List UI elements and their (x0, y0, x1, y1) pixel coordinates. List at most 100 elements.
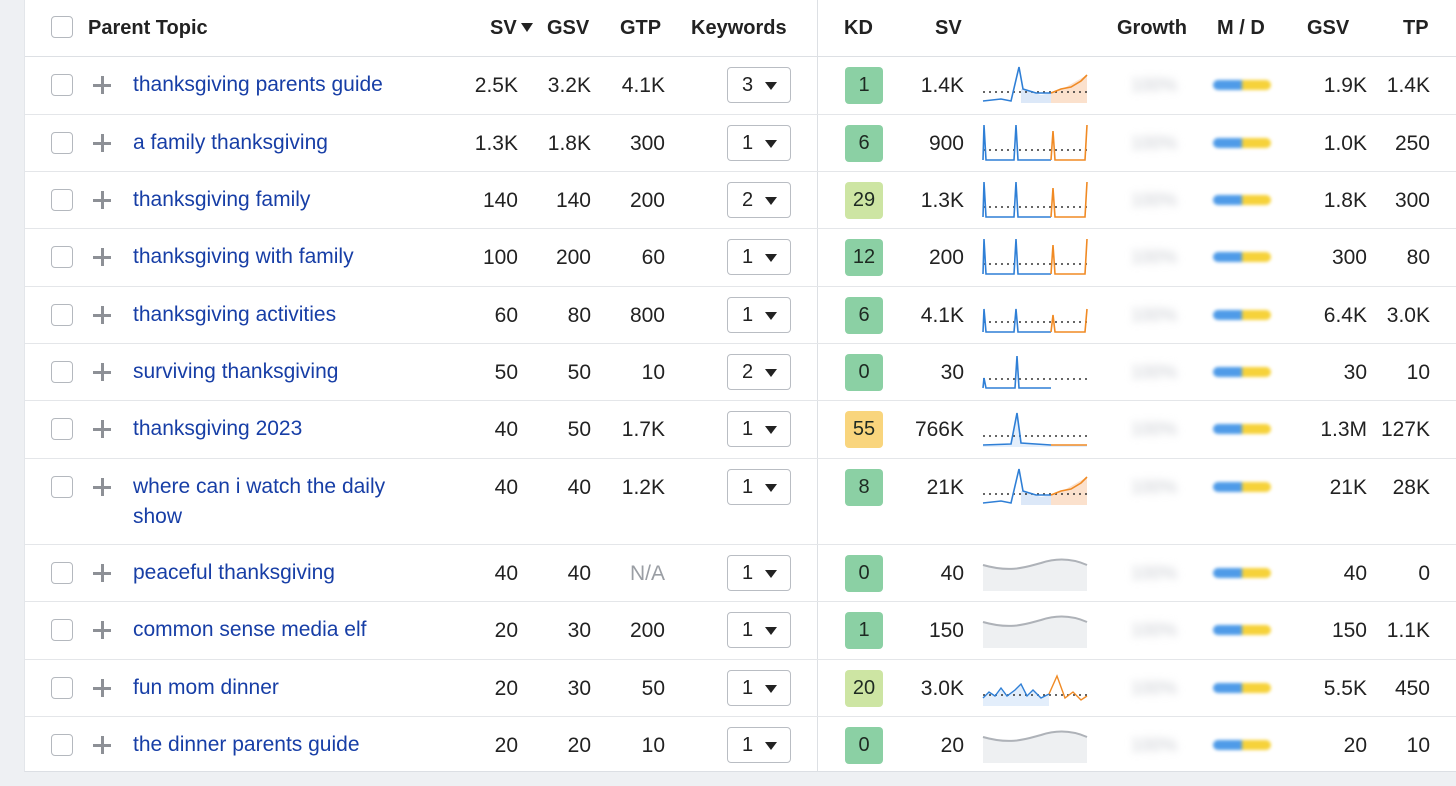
row-checkbox[interactable] (51, 619, 73, 641)
header-tp[interactable]: TP (1403, 17, 1429, 39)
header-sv-sort[interactable]: SV (490, 16, 533, 40)
row-checkbox[interactable] (51, 677, 73, 699)
plus-icon[interactable] (93, 478, 111, 496)
tp-value: 1.4K (1386, 74, 1430, 97)
chevron-down-icon (765, 369, 777, 377)
plus-icon[interactable] (93, 134, 111, 152)
row-checkbox[interactable] (51, 304, 73, 326)
gtp-value: N/A (629, 562, 665, 585)
table-row: fun mom dinner 20 30 50 1 20 3.0K 100% 5.5K 450 (25, 660, 1456, 717)
parent-topic-link[interactable]: a family thanksgiving (133, 131, 328, 154)
growth-value-blurred: 100% (1131, 419, 1178, 439)
row-checkbox[interactable] (51, 246, 73, 268)
gsv-value-2: 40 (1343, 562, 1367, 585)
tp-value: 10 (1406, 734, 1430, 757)
trend-chart (981, 610, 1089, 650)
row-checkbox[interactable] (51, 418, 73, 440)
keywords-dropdown[interactable]: 1 (727, 555, 791, 591)
chevron-down-icon (765, 312, 777, 320)
sv-value: 1.3K (474, 132, 518, 155)
plus-icon[interactable] (93, 679, 111, 697)
header-gtp[interactable]: GTP (620, 17, 662, 39)
row-checkbox[interactable] (51, 74, 73, 96)
growth-value-blurred: 100% (1131, 735, 1178, 755)
keywords-dropdown[interactable]: 3 (727, 67, 791, 103)
gsv-value: 80 (567, 304, 591, 327)
kd-badge: 6 (845, 125, 883, 162)
parent-topic-link[interactable]: thanksgiving activities (133, 303, 337, 326)
header-gsv[interactable]: GSV (547, 17, 590, 39)
plus-icon[interactable] (93, 621, 111, 639)
plus-icon[interactable] (93, 363, 111, 381)
keywords-dropdown[interactable]: 1 (727, 727, 791, 763)
mobile-desktop-bar (1213, 310, 1271, 320)
keywords-dropdown[interactable]: 1 (727, 469, 791, 505)
gsv-value: 30 (567, 619, 591, 642)
gsv-value-2: 20 (1343, 734, 1367, 757)
keywords-dropdown[interactable]: 1 (727, 411, 791, 447)
plus-icon[interactable] (93, 191, 111, 209)
header-parent-topic[interactable]: Parent Topic (88, 17, 208, 39)
mobile-desktop-bar (1213, 683, 1271, 693)
parent-topic-link[interactable]: thanksgiving with family (133, 245, 354, 268)
plus-icon[interactable] (93, 564, 111, 582)
chevron-down-icon (765, 82, 777, 90)
plus-icon[interactable] (93, 306, 111, 324)
parent-topic-link[interactable]: surviving thanksgiving (133, 360, 339, 383)
plus-icon[interactable] (93, 76, 111, 94)
gsv-value-2: 1.8K (1323, 189, 1367, 212)
chevron-down-icon (765, 627, 777, 635)
plus-icon[interactable] (93, 248, 111, 266)
keywords-dropdown[interactable]: 2 (727, 354, 791, 390)
chevron-down-icon (765, 426, 777, 434)
keywords-dropdown[interactable]: 1 (727, 239, 791, 275)
keywords-dropdown[interactable]: 1 (727, 125, 791, 161)
parent-topic-link[interactable]: common sense media elf (133, 618, 367, 641)
keywords-dropdown[interactable]: 1 (727, 612, 791, 648)
row-checkbox[interactable] (51, 734, 73, 756)
parent-topic-link[interactable]: thanksgiving family (133, 188, 311, 211)
parent-topic-link[interactable]: thanksgiving parents guide (133, 73, 383, 96)
header-gsv-2[interactable]: GSV (1307, 17, 1350, 39)
growth-value-blurred: 100% (1131, 75, 1178, 95)
header-kd[interactable]: KD (844, 17, 873, 39)
parent-topic-link[interactable]: the dinner parents guide (133, 733, 360, 756)
row-checkbox[interactable] (51, 189, 73, 211)
keywords-count: 1 (742, 619, 754, 641)
gtp-value: 300 (629, 132, 665, 155)
chevron-down-icon (765, 685, 777, 693)
kd-badge: 6 (845, 297, 883, 334)
keywords-count: 1 (742, 304, 754, 326)
plus-icon[interactable] (93, 736, 111, 754)
header-keywords[interactable]: Keywords (691, 17, 787, 39)
table-row: peaceful thanksgiving 40 40 N/A 1 0 40 100% 40 0 (25, 545, 1456, 602)
select-all-checkbox[interactable] (51, 16, 73, 38)
row-checkbox[interactable] (51, 476, 73, 498)
keywords-dropdown[interactable]: 1 (727, 297, 791, 333)
growth-value-blurred: 100% (1131, 133, 1178, 153)
row-checkbox[interactable] (51, 562, 73, 584)
trend-sparkline (982, 412, 1087, 447)
plus-icon[interactable] (93, 420, 111, 438)
row-checkbox[interactable] (51, 132, 73, 154)
header-growth[interactable]: Growth (1117, 17, 1187, 39)
parent-topic-link[interactable]: thanksgiving 2023 (133, 417, 303, 440)
parent-topic-link[interactable]: fun mom dinner (133, 676, 279, 699)
sv-value: 20 (494, 619, 518, 642)
parent-topic-link[interactable]: peaceful thanksgiving (133, 561, 335, 584)
mobile-desktop-bar (1213, 740, 1271, 750)
header-sv-2[interactable]: SV (935, 17, 962, 39)
row-checkbox[interactable] (51, 361, 73, 383)
keywords-dropdown[interactable]: 1 (727, 670, 791, 706)
keywords-dropdown[interactable]: 2 (727, 182, 791, 218)
kd-badge: 12 (845, 239, 883, 276)
sv-trend-value: 20 (940, 734, 964, 757)
sv-value: 100 (482, 246, 518, 269)
sv-value: 20 (494, 734, 518, 757)
sv-trend-value: 766K (914, 418, 964, 441)
mobile-desktop-bar (1213, 367, 1271, 377)
parent-topic-link[interactable]: where can i watch the daily show (133, 475, 386, 528)
chevron-down-icon (765, 484, 777, 492)
header-md[interactable]: M / D (1217, 17, 1265, 39)
keywords-count: 1 (742, 677, 754, 699)
